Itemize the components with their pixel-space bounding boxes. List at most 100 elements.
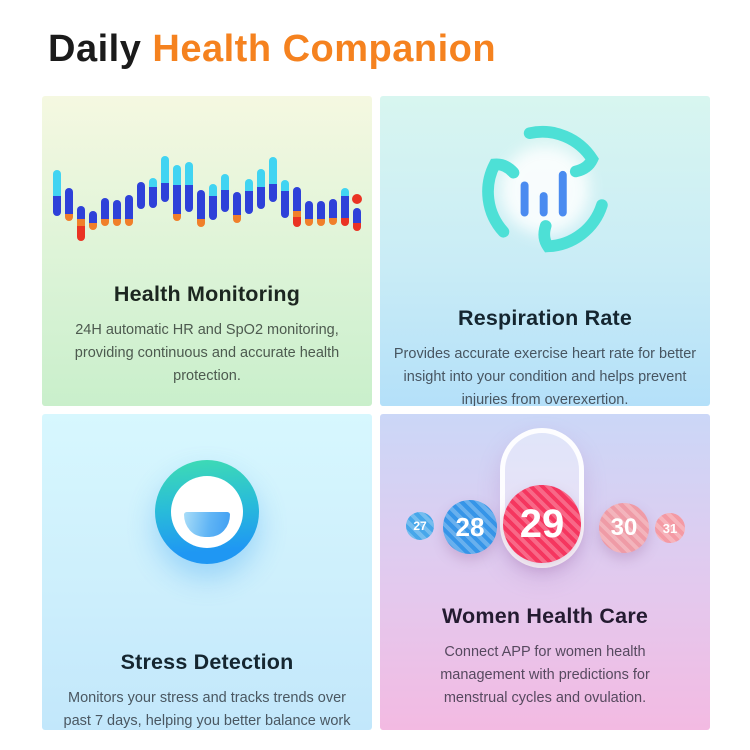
hr-bar: [341, 154, 349, 226]
hr-bar: [209, 154, 217, 220]
hr-bar: [245, 154, 253, 214]
hr-segment-c: [209, 184, 217, 196]
hr-segment-c: [269, 157, 277, 184]
hr-segment-b: [221, 190, 229, 212]
hr-segment-b: [257, 187, 265, 209]
hr-segment-c: [257, 169, 265, 187]
hr-bar: [125, 154, 133, 226]
hr-segment-b: [113, 200, 121, 219]
hr-segment-b: [173, 185, 181, 214]
hr-bar: [185, 154, 193, 212]
hr-segment-o: [317, 219, 325, 226]
hr-segment-b: [185, 185, 193, 212]
page-title-orange: Health Companion: [152, 28, 497, 70]
hr-segment-r: [293, 217, 301, 227]
day-circle-29: 29: [503, 485, 581, 563]
card-title: Health Monitoring: [113, 282, 301, 306]
hr-segment-c: [149, 178, 157, 187]
card-women-health-care: 27 28 29 30 31 Women Health Care Connect APP…: [380, 414, 710, 730]
card-body: Provides accurate exercise heart rate fo…: [393, 346, 697, 406]
hr-segment-o: [293, 211, 301, 217]
health-monitoring-icon-zone: [42, 96, 372, 282]
hr-segment-o: [113, 219, 121, 226]
hr-bar: [137, 154, 145, 209]
day-circle-30: 30: [599, 503, 649, 553]
hr-segment-b: [209, 196, 217, 220]
hr-segment-b: [233, 192, 241, 215]
hr-segment-b: [53, 196, 61, 216]
card-body: Connect APP for women health management …: [440, 644, 650, 706]
hr-bar: [281, 154, 289, 218]
hr-segment-o: [65, 214, 73, 221]
day-circle-27: 27: [406, 512, 434, 540]
hr-segment-r: [341, 218, 349, 226]
hr-bar: [233, 154, 241, 223]
hr-segment-c: [281, 180, 289, 191]
hr-bar: [221, 154, 229, 212]
hr-segment-b: [341, 196, 349, 218]
respiration-rate-icon: [482, 125, 608, 253]
hr-segment-b: [197, 190, 205, 219]
card-body-normal: Monitors your stress and tracks trends o…: [63, 690, 351, 729]
hr-segment-c: [185, 162, 193, 185]
hr-segment-b: [245, 191, 253, 214]
hr-bar: [101, 154, 109, 226]
hr-bar: [329, 154, 337, 225]
stress-gauge-face: [171, 476, 243, 548]
heart-rate-chart-icon: [53, 154, 362, 260]
hr-segment-b: [281, 191, 289, 218]
page-title: Daily Health Companion: [48, 28, 496, 71]
hr-segment-c: [221, 174, 229, 190]
hr-segment-c: [161, 156, 169, 183]
hr-bar: [257, 154, 265, 209]
hr-bar: [317, 154, 325, 226]
hr-red-dot: [352, 194, 362, 204]
respiration-icon-zone: [380, 120, 710, 306]
hr-segment-b: [125, 195, 133, 219]
feature-card-grid: Health Monitoring 24H automatic HR and S…: [42, 96, 710, 730]
hr-bar: [269, 154, 277, 202]
hr-bar: [149, 154, 157, 208]
card-stress-detection: Stress Detection Monitors your stress an…: [42, 414, 372, 730]
hr-segment-b: [137, 182, 145, 209]
hr-segment-b: [65, 188, 73, 214]
hr-bar: [197, 154, 205, 227]
hr-segment-b: [269, 184, 277, 202]
hr-bar: [293, 154, 301, 227]
hr-segment-o: [77, 219, 85, 226]
hr-segment-b: [329, 199, 337, 218]
hr-segment-b: [149, 187, 157, 208]
card-title: Women Health Care: [441, 604, 649, 628]
hr-segment-b: [305, 201, 313, 219]
hr-bar: [65, 154, 73, 221]
hr-segment-o: [197, 219, 205, 227]
card-respiration-rate: Respiration Rate Provides accurate exerc…: [380, 96, 710, 406]
hr-segment-b: [77, 206, 85, 219]
card-body: Monitors your stress and tracks trends o…: [54, 687, 360, 730]
hr-segment-o: [89, 223, 97, 230]
card-health-monitoring: Health Monitoring 24H automatic HR and S…: [42, 96, 372, 406]
stress-gauge-icon: [155, 460, 259, 564]
hr-segment-o: [101, 219, 109, 226]
hr-bar: [305, 154, 313, 226]
hr-segment-b: [293, 187, 301, 211]
hr-segment-o: [329, 218, 337, 225]
hr-segment-r: [77, 226, 85, 241]
hr-bar: [77, 154, 85, 241]
hr-segment-b: [317, 201, 325, 219]
hr-segment-b: [353, 208, 361, 223]
hr-bar: [89, 154, 97, 230]
hr-segment-b: [89, 211, 97, 223]
hr-segment-o: [173, 214, 181, 221]
hr-segment-c: [173, 165, 181, 185]
hr-bar-with-dot: [352, 154, 362, 231]
hr-segment-b: [161, 183, 169, 202]
hr-segment-c: [53, 170, 61, 196]
day-circle-31: 31: [655, 513, 685, 543]
hr-bar: [161, 154, 169, 202]
card-title: Stress Detection: [120, 650, 294, 674]
page-title-black: Daily: [48, 28, 142, 70]
hr-segment-c: [245, 179, 253, 191]
hr-segment-o: [233, 215, 241, 223]
hr-bar: [53, 154, 61, 216]
